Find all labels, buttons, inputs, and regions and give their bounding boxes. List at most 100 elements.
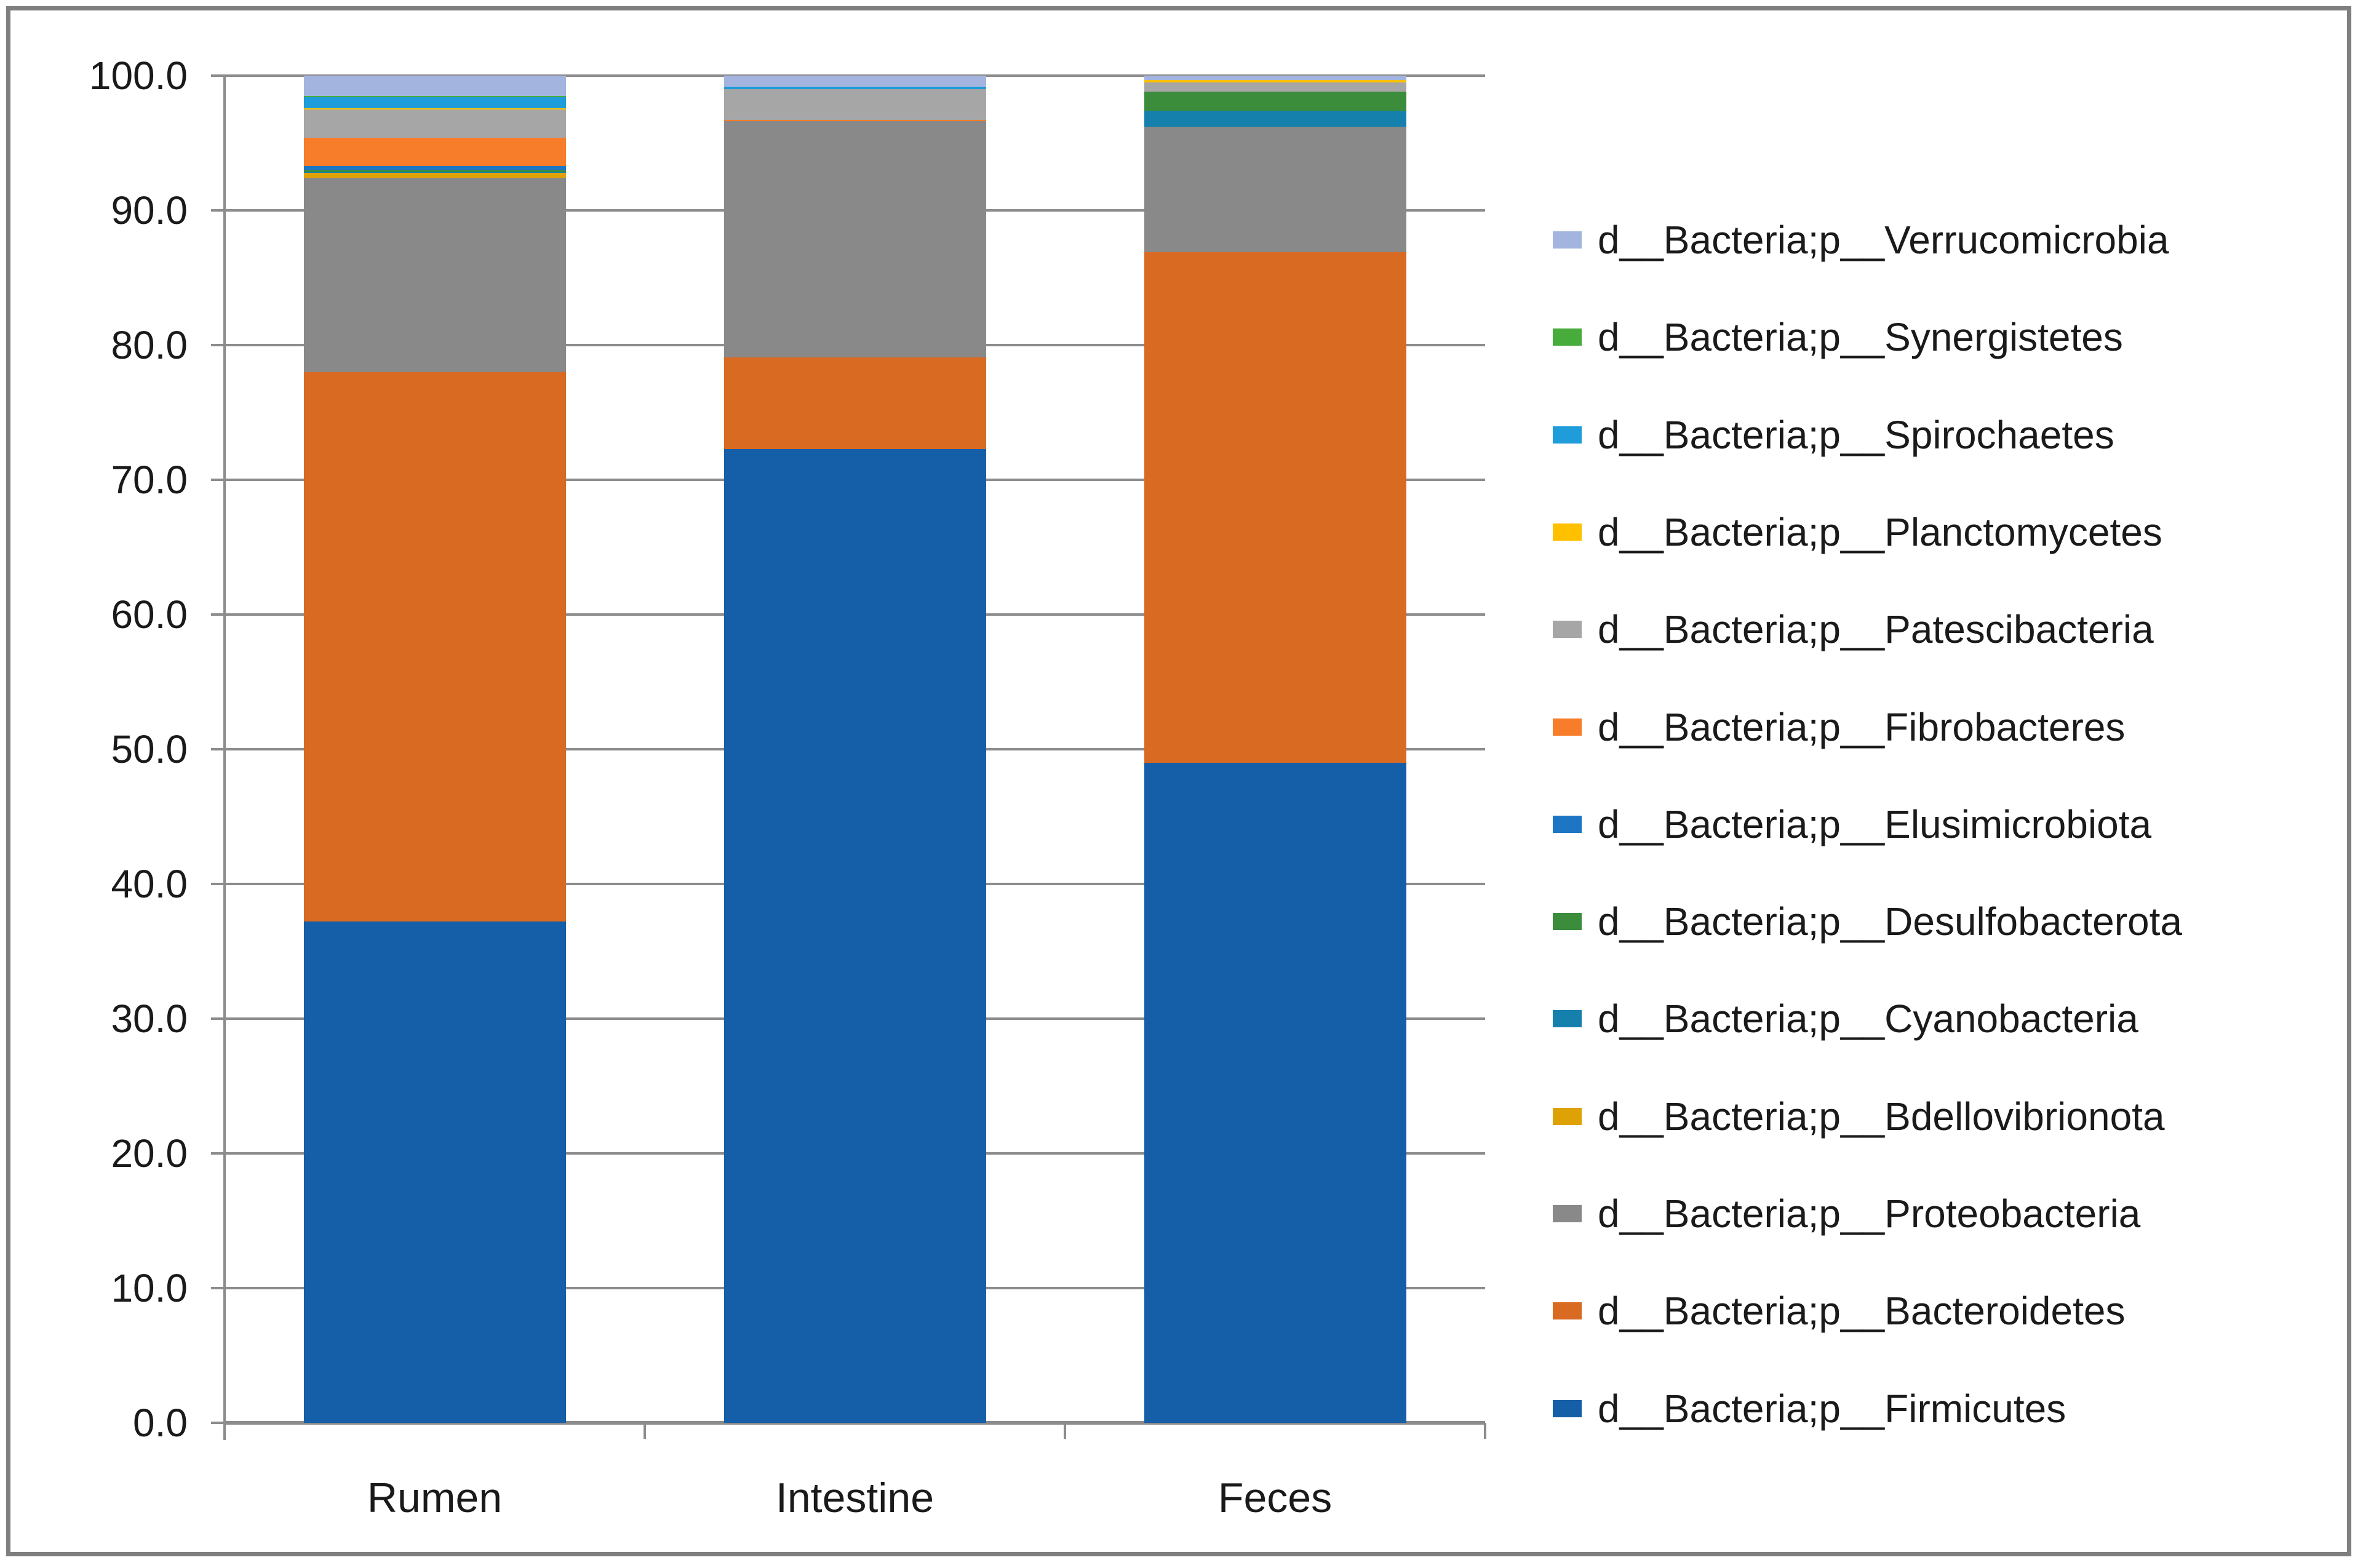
x-axis-tick-0	[223, 1423, 226, 1439]
legend-item-patescibacteria: d__Bacteria;p__Patescibacteria	[1553, 605, 2154, 654]
legend-swatch-verrucomicrobia	[1553, 231, 1582, 249]
y-axis-line	[223, 74, 226, 1440]
bar-segment-feces-firmicutes	[1144, 762, 1406, 1423]
bar-segment-rumen-spirochaetes	[303, 97, 566, 108]
gridline-0.0	[225, 1421, 1485, 1425]
bar-segment-rumen-elusimicrobiota	[303, 165, 566, 170]
category-label-rumen: Rumen	[367, 1474, 503, 1521]
bar-segment-rumen-cyanobacteria	[303, 171, 566, 173]
bar-segment-intestine-verrucomicrobia	[723, 76, 986, 87]
bar-segment-intestine-spirochaetes	[723, 86, 986, 89]
bar-segment-rumen-bacteroidetes	[303, 372, 566, 922]
legend-label-bdellovibrionota: d__Bacteria;p__Bdellovibrionota	[1598, 1094, 2165, 1139]
bar-segment-intestine-bacteroidetes	[723, 357, 986, 449]
y-axis-tick-50.0	[211, 748, 234, 750]
legend-item-firmicutes: d__Bacteria;p__Firmicutes	[1553, 1384, 2066, 1433]
legend-label-proteobacteria: d__Bacteria;p__Proteobacteria	[1598, 1192, 2141, 1236]
y-axis-tick-30.0	[211, 1017, 234, 1020]
legend-swatch-bacteroidetes	[1553, 1302, 1582, 1320]
bar-segment-feces-desulfobacterota	[1144, 92, 1406, 111]
legend-label-planctomycetes: d__Bacteria;p__Planctomycetes	[1598, 509, 2162, 554]
y-axis-tick-90.0	[211, 209, 234, 212]
y-tick-label-40.0: 40.0	[111, 862, 188, 906]
y-tick-label-100.0: 100.0	[89, 54, 188, 98]
legend-label-firmicutes: d__Bacteria;p__Firmicutes	[1598, 1386, 2066, 1431]
y-tick-label-60.0: 60.0	[111, 592, 188, 637]
legend-item-spirochaetes: d__Bacteria;p__Spirochaetes	[1553, 410, 2114, 460]
y-tick-label-20.0: 20.0	[111, 1131, 188, 1176]
y-tick-label-70.0: 70.0	[111, 458, 188, 502]
legend-swatch-desulfobacterota	[1553, 913, 1582, 931]
category-label-feces: Feces	[1217, 1474, 1333, 1521]
legend-item-cyanobacteria: d__Bacteria;p__Cyanobacteria	[1553, 994, 2138, 1043]
legend-swatch-synergistetes	[1553, 328, 1582, 346]
legend-label-bacteroidetes: d__Bacteria;p__Bacteroidetes	[1598, 1289, 2126, 1334]
legend-label-fibrobacteres: d__Bacteria;p__Fibrobacteres	[1598, 704, 2126, 749]
bar-segment-feces-planctomycetes	[1144, 79, 1406, 82]
bar-segment-rumen-fibrobacteres	[303, 137, 566, 166]
legend-swatch-elusimicrobiota	[1553, 815, 1582, 833]
legend-swatch-firmicutes	[1553, 1399, 1582, 1417]
legend-label-elusimicrobiota: d__Bacteria;p__Elusimicrobiota	[1598, 802, 2152, 846]
legend-swatch-patescibacteria	[1553, 621, 1582, 639]
legend-label-verrucomicrobia: d__Bacteria;p__Verrucomicrobia	[1598, 218, 2169, 262]
bar-segment-rumen-desulfobacterota	[303, 170, 566, 172]
bar-segment-rumen-patescibacteria	[303, 109, 566, 138]
legend-swatch-cyanobacteria	[1553, 1010, 1582, 1028]
bar-segment-rumen-firmicutes	[303, 921, 566, 1423]
y-tick-label-90.0: 90.0	[111, 188, 188, 233]
y-axis-tick-0.0	[211, 1422, 234, 1424]
x-axis-tick-2	[1064, 1423, 1066, 1439]
bar-segment-intestine-firmicutes	[723, 448, 986, 1423]
legend-swatch-spirochaetes	[1553, 426, 1582, 444]
y-axis-tick-60.0	[211, 613, 234, 616]
legend-label-cyanobacteria: d__Bacteria;p__Cyanobacteria	[1598, 997, 2138, 1041]
legend-label-patescibacteria: d__Bacteria;p__Patescibacteria	[1598, 607, 2154, 652]
legend-item-proteobacteria: d__Bacteria;p__Proteobacteria	[1553, 1189, 2140, 1238]
y-axis-tick-70.0	[211, 479, 234, 481]
legend-label-spirochaetes: d__Bacteria;p__Spirochaetes	[1598, 412, 2114, 457]
bar-segment-feces-verrucomicrobia	[1144, 76, 1406, 80]
legend-item-desulfobacterota: d__Bacteria;p__Desulfobacterota	[1553, 897, 2182, 946]
bar-segment-feces-bacteroidetes	[1144, 252, 1406, 763]
legend-swatch-proteobacteria	[1553, 1205, 1582, 1222]
bar-segment-feces-proteobacteria	[1144, 127, 1406, 252]
x-axis-tick-3	[1484, 1423, 1486, 1439]
y-tick-label-0.0: 0.0	[133, 1401, 188, 1445]
legend-item-bacteroidetes: d__Bacteria;p__Bacteroidetes	[1553, 1286, 2125, 1335]
gridline-100.0	[225, 74, 1485, 77]
bar-segment-intestine-fibrobacteres	[723, 120, 986, 122]
bar-segment-rumen-verrucomicrobia	[303, 76, 566, 96]
bar-feces	[1144, 76, 1406, 1423]
legend-swatch-bdellovibrionota	[1553, 1107, 1582, 1125]
y-axis-tick-20.0	[211, 1152, 234, 1155]
bar-segment-rumen-bdellovibrionota	[303, 172, 566, 178]
legend-item-elusimicrobiota: d__Bacteria;p__Elusimicrobiota	[1553, 800, 2151, 849]
bar-rumen	[303, 76, 566, 1423]
y-tick-label-50.0: 50.0	[111, 727, 188, 771]
y-axis-tick-100.0	[211, 74, 234, 77]
y-axis-tick-10.0	[211, 1287, 234, 1289]
legend-item-fibrobacteres: d__Bacteria;p__Fibrobacteres	[1553, 702, 2125, 752]
x-axis-tick-1	[644, 1423, 646, 1439]
bar-segment-rumen-planctomycetes	[303, 108, 566, 109]
bar-segment-feces-cyanobacteria	[1144, 110, 1406, 127]
legend-label-synergistetes: d__Bacteria;p__Synergistetes	[1598, 315, 2123, 360]
legend-swatch-fibrobacteres	[1553, 718, 1582, 736]
bar-intestine	[723, 76, 986, 1423]
legend-swatch-planctomycetes	[1553, 523, 1582, 541]
legend-item-bdellovibrionota: d__Bacteria;p__Bdellovibrionota	[1553, 1092, 2165, 1141]
legend-item-synergistetes: d__Bacteria;p__Synergistetes	[1553, 312, 2123, 362]
y-axis-tick-80.0	[211, 344, 234, 346]
y-axis-tick-40.0	[211, 883, 234, 885]
bar-segment-rumen-proteobacteria	[303, 178, 566, 372]
legend-label-desulfobacterota: d__Bacteria;p__Desulfobacterota	[1598, 899, 2182, 944]
bar-segment-rumen-synergistetes	[303, 95, 566, 98]
legend-item-planctomycetes: d__Bacteria;p__Planctomycetes	[1553, 507, 2162, 557]
y-tick-label-30.0: 30.0	[111, 997, 188, 1041]
bar-segment-intestine-patescibacteria	[723, 89, 986, 121]
legend-item-verrucomicrobia: d__Bacteria;p__Verrucomicrobia	[1553, 215, 2169, 265]
y-tick-label-80.0: 80.0	[111, 323, 188, 367]
bar-segment-intestine-proteobacteria	[723, 121, 986, 357]
